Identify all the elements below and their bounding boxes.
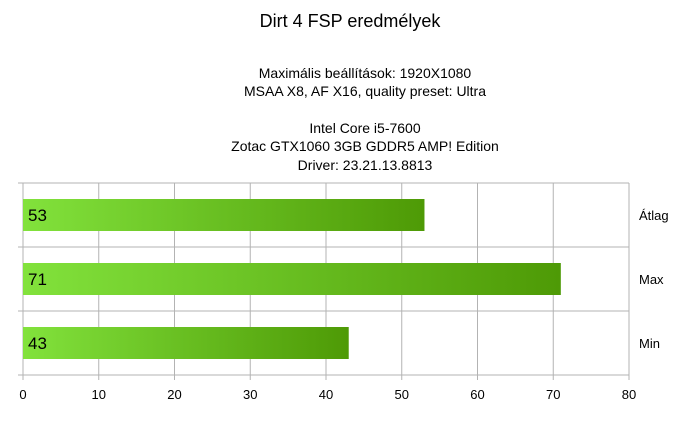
labels: 0 10 20 30 40 50 60 70 80 53 Átlag 71 Max 43 Min <box>19 206 668 402</box>
x-tick-label-20: 20 <box>167 387 181 402</box>
chart-title: Dirt 4 FSP eredmélyek <box>260 11 442 31</box>
x-tick-label-50: 50 <box>395 387 409 402</box>
x-tick-label-10: 10 <box>92 387 106 402</box>
x-tick-label-30: 30 <box>243 387 257 402</box>
x-tick-label-80: 80 <box>622 387 636 402</box>
category-label-3: Min <box>639 336 660 351</box>
bar-value-label-2: 71 <box>28 270 47 289</box>
bars <box>23 199 561 359</box>
x-tick-label-70: 70 <box>546 387 560 402</box>
chart-subtitle-line-1: Maximális beállítások: 1920X1080 <box>259 65 472 81</box>
x-tick-label-0: 0 <box>19 387 26 402</box>
category-label-2: Max <box>639 272 664 287</box>
chart-subtitle-line-6: Driver: 23.21.13.8813 <box>298 157 433 173</box>
chart-subtitle-line-4: Intel Core i5-7600 <box>309 120 421 136</box>
bar-value-label-3: 43 <box>28 334 47 353</box>
chart-subtitle-line-5: Zotac GTX1060 3GB GDDR5 AMP! Edition <box>231 138 499 154</box>
x-tick-label-60: 60 <box>470 387 484 402</box>
bar-3 <box>23 327 349 359</box>
chart-subtitle-line-2: MSAA X8, AF X16, quality preset: Ultra <box>244 83 486 99</box>
category-label-1: Átlag <box>639 208 669 223</box>
bar-2 <box>23 263 561 295</box>
x-tick-label-40: 40 <box>319 387 333 402</box>
bar-value-label-1: 53 <box>28 206 47 225</box>
bar-1 <box>23 199 425 231</box>
